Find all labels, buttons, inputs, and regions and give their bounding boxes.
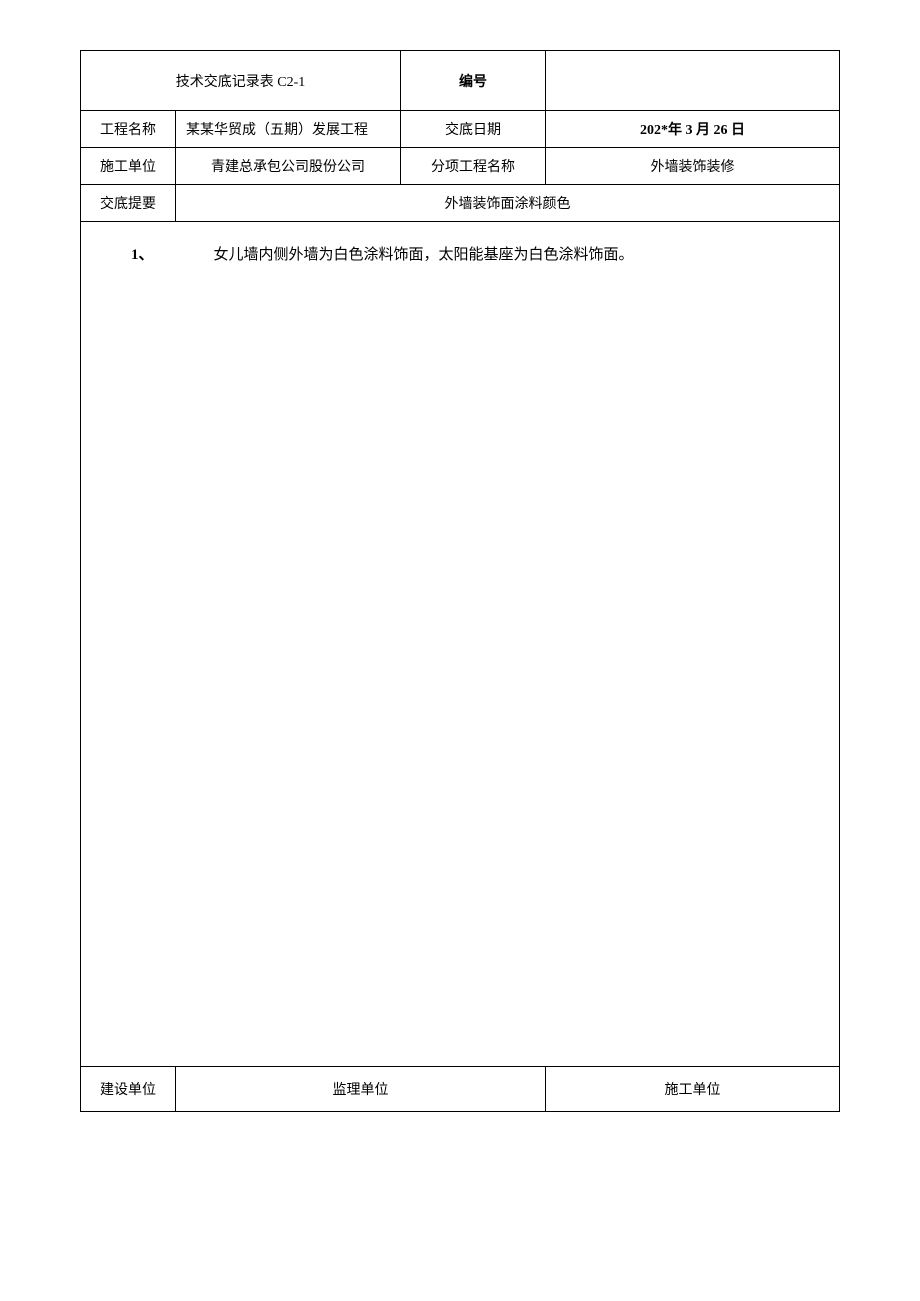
content-cell: 1、 女儿墙内侧外墙为白色涂料饰面，太阳能基座为白色涂料饰面。	[81, 222, 840, 1067]
summary-value: 外墙装饰面涂料颜色	[176, 185, 840, 222]
form-title-text: 技术交底记录表 C2-1	[176, 75, 306, 90]
summary-row: 交底提要 外墙装饰面涂料颜色	[81, 185, 840, 222]
footer-construction-unit: 施工单位	[546, 1067, 840, 1112]
construction-unit-row: 施工单位 青建总承包公司股份公司 分项工程名称 外墙装饰装修	[81, 148, 840, 185]
footer-row: 建设单位 监理单位 施工单位	[81, 1067, 840, 1112]
content-item-number: 1、	[131, 242, 154, 269]
construction-unit-value: 青建总承包公司股份公司	[176, 148, 401, 185]
project-name-label: 工程名称	[81, 111, 176, 148]
summary-label: 交底提要	[81, 185, 176, 222]
content-row: 1、 女儿墙内侧外墙为白色涂料饰面，太阳能基座为白色涂料饰面。	[81, 222, 840, 1067]
technical-record-table: 技术交底记录表 C2-1 编号 工程名称 某某华贸成（五期）发展工程 交底日期 …	[80, 50, 840, 1112]
footer-supervision-unit: 监理单位	[176, 1067, 546, 1112]
construction-unit-label: 施工单位	[81, 148, 176, 185]
footer-construction-owner: 建设单位	[81, 1067, 176, 1112]
date-value: 202*年 3 月 26 日	[546, 111, 840, 148]
content-text: 1、 女儿墙内侧外墙为白色涂料饰面，太阳能基座为白色涂料饰面。	[111, 242, 809, 269]
content-item-text: 女儿墙内侧外墙为白色涂料饰面，太阳能基座为白色涂料饰面。	[214, 247, 634, 263]
number-value-cell	[546, 51, 840, 111]
project-name-value: 某某华贸成（五期）发展工程	[176, 111, 401, 148]
subproject-value: 外墙装饰装修	[546, 148, 840, 185]
form-title: 技术交底记录表 C2-1	[81, 51, 401, 111]
header-row: 技术交底记录表 C2-1 编号	[81, 51, 840, 111]
subproject-label: 分项工程名称	[401, 148, 546, 185]
date-label: 交底日期	[401, 111, 546, 148]
number-label: 编号	[459, 75, 487, 90]
number-label-cell: 编号	[401, 51, 546, 111]
project-name-row: 工程名称 某某华贸成（五期）发展工程 交底日期 202*年 3 月 26 日	[81, 111, 840, 148]
